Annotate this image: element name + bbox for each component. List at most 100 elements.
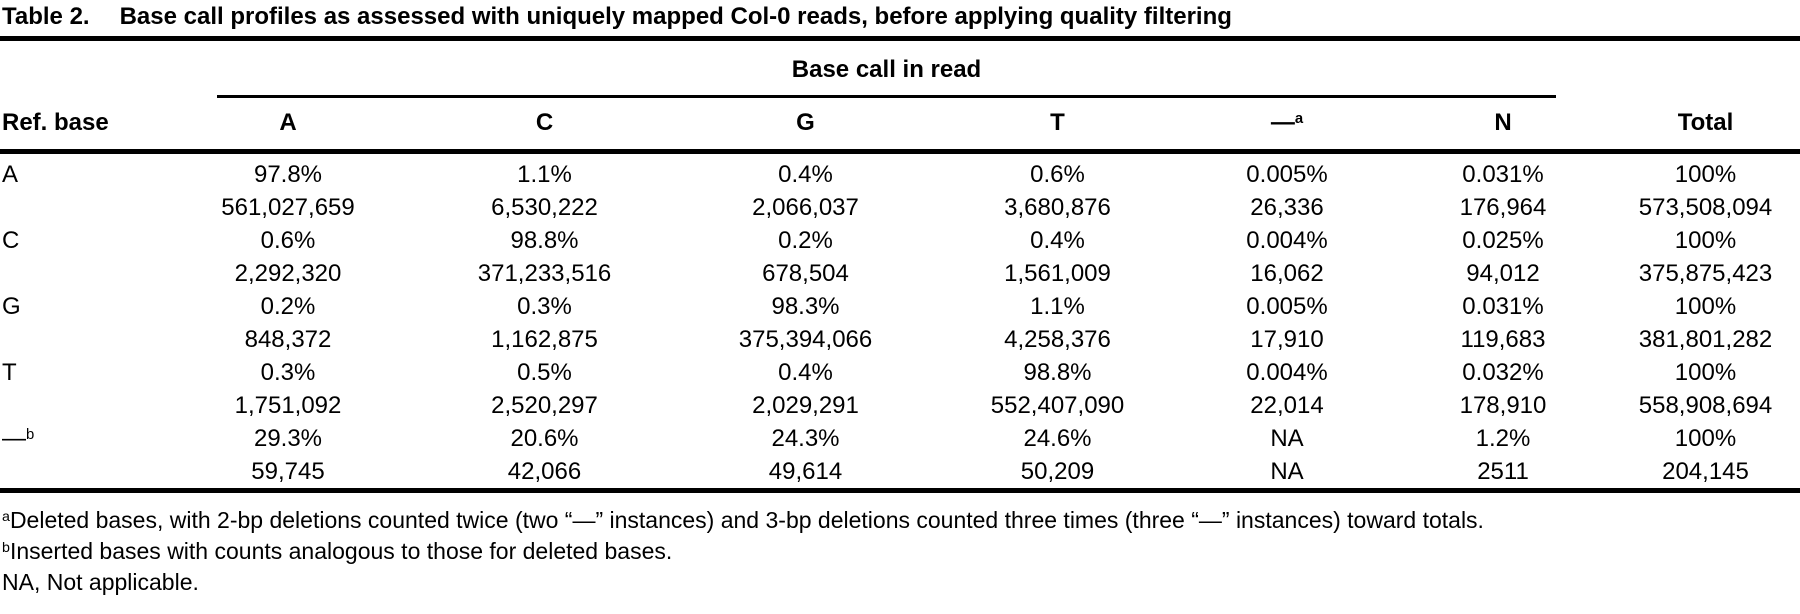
count-cell: 17,910 xyxy=(1250,326,1324,353)
percent-cell: 0.005% xyxy=(1246,161,1328,188)
count-cell: 375,394,066 xyxy=(738,326,873,353)
footnote-a-marker: a xyxy=(1294,110,1304,127)
footnote-na: NA, Not applicable. xyxy=(2,569,199,595)
percent-cell: 1.1% xyxy=(517,161,572,188)
percent-cell: 0.3% xyxy=(517,293,572,320)
table-row-g-counts: 848,372 1,162,875 375,394,066 4,258,376 … xyxy=(0,323,1800,356)
footnote-b: bInserted bases with counts analogous to… xyxy=(2,538,673,564)
count-cell: 6,530,222 xyxy=(491,194,598,221)
column-header-g: G xyxy=(675,98,936,154)
count-cell: 50,209 xyxy=(1020,458,1095,485)
count-cell: 3,680,876 xyxy=(1004,194,1111,221)
column-header-total: Total xyxy=(1611,98,1800,154)
ref-base-label-g: G xyxy=(2,293,21,320)
percent-cell: 0.005% xyxy=(1246,293,1328,320)
count-cell: 94,012 xyxy=(1466,260,1540,287)
ref-base-label-a: A xyxy=(2,161,19,188)
table-row-c-percents: C 0.6% 98.8% 0.2% 0.4% 0.004% 0.025% 100… xyxy=(0,224,1800,257)
percent-cell: 0.2% xyxy=(778,227,833,254)
count-cell: 1,162,875 xyxy=(491,326,598,353)
count-cell: 176,964 xyxy=(1459,194,1547,221)
ref-base-label-c: C xyxy=(2,227,20,254)
table-row-insertion-counts: 59,745 42,066 49,614 50,209 NA 2511 204,… xyxy=(0,455,1800,491)
count-cell: 371,233,516 xyxy=(477,260,612,287)
percent-cell: 1.1% xyxy=(1030,293,1085,320)
table-caption: Table 2. Base call profiles as assessed w… xyxy=(0,0,1800,41)
percent-cell: 0.025% xyxy=(1462,227,1544,254)
ref-base-label-insertion: —b xyxy=(0,422,162,491)
column-header-a: A xyxy=(162,98,414,154)
percent-cell: 0.6% xyxy=(1030,161,1085,188)
percent-cell: 29.3% xyxy=(253,425,323,452)
spanner-row: Base call in read xyxy=(0,41,1800,98)
percent-cell: 0.004% xyxy=(1246,359,1328,386)
count-cell: 178,910 xyxy=(1459,392,1547,419)
count-cell: 381,801,282 xyxy=(1638,326,1773,353)
footnotes: aDeleted bases, with 2-bp deletions coun… xyxy=(0,493,1800,598)
percent-cell: 100% xyxy=(1674,293,1737,320)
count-cell: 119,683 xyxy=(1460,326,1546,353)
spanner-rule xyxy=(217,95,1556,98)
percent-cell: 0.6% xyxy=(260,227,316,254)
ref-base-column-header: Ref. base xyxy=(0,98,162,154)
count-cell: NA xyxy=(1270,458,1304,485)
percent-cell: 98.8% xyxy=(1023,359,1092,386)
count-cell: 22,014 xyxy=(1250,392,1324,419)
table-row-a-counts: 561,027,659 6,530,222 2,066,037 3,680,87… xyxy=(0,191,1800,224)
count-cell: 2,520,297 xyxy=(491,392,598,419)
percent-cell: 0.032% xyxy=(1462,359,1544,386)
column-header-n: N xyxy=(1395,98,1611,154)
ref-base-label-t: T xyxy=(2,359,17,386)
base-call-table: Base call in read Ref. base A C G T —a N… xyxy=(0,41,1800,493)
column-header-t: T xyxy=(936,98,1179,154)
count-cell: 573,508,094 xyxy=(1638,194,1773,221)
table-row-insertion-percents: —b 29.3% 20.6% 24.3% 24.6% NA 1.2% 100% xyxy=(0,422,1800,455)
percent-cell: 20.6% xyxy=(510,425,579,452)
column-header-deletion: —a xyxy=(1179,98,1395,154)
insertion-dash: — xyxy=(2,425,26,452)
spanner-spacer-left xyxy=(0,41,162,98)
count-cell: 561,027,659 xyxy=(221,194,355,221)
percent-cell: 100% xyxy=(1674,359,1737,386)
count-cell: 558,908,694 xyxy=(1638,392,1773,419)
count-cell: 16,062 xyxy=(1250,260,1324,287)
column-header-c: C xyxy=(414,98,675,154)
percent-cell: 0.4% xyxy=(778,359,833,386)
count-cell: 2511 xyxy=(1477,458,1529,485)
percent-cell: 0.2% xyxy=(260,293,316,320)
percent-cell: 0.031% xyxy=(1462,161,1544,188)
count-cell: 678,504 xyxy=(762,260,849,287)
count-cell: 4,258,376 xyxy=(1004,326,1111,353)
deletion-dash: — xyxy=(1270,109,1295,136)
count-cell: 375,875,423 xyxy=(1638,260,1773,287)
percent-cell: 100% xyxy=(1674,227,1737,254)
table-title: Base call profiles as assessed with uniq… xyxy=(119,3,1232,30)
percent-cell: 97.8% xyxy=(253,161,323,188)
percent-cell: 1.2% xyxy=(1475,425,1531,452)
count-cell: 204,145 xyxy=(1662,458,1749,485)
percent-cell: 100% xyxy=(1674,425,1737,452)
table-row-g-percents: G 0.2% 0.3% 98.3% 1.1% 0.005% 0.031% 100… xyxy=(0,290,1800,323)
footnote-b-marker: b xyxy=(26,426,35,443)
percent-cell: 100% xyxy=(1674,161,1737,188)
table-number-label: Table 2. xyxy=(2,3,90,30)
percent-cell: 0.4% xyxy=(778,161,833,188)
count-cell: 2,066,037 xyxy=(752,194,859,221)
percent-cell: 0.5% xyxy=(517,359,572,386)
percent-cell: 0.3% xyxy=(260,359,316,386)
percent-cell: 0.004% xyxy=(1246,227,1328,254)
count-cell: 26,336 xyxy=(1250,194,1324,221)
count-cell: 42,066 xyxy=(507,458,582,485)
percent-cell: 98.3% xyxy=(771,293,840,320)
table-row-t-counts: 1,751,092 2,520,297 2,029,291 552,407,09… xyxy=(0,389,1800,422)
count-cell: 1,751,092 xyxy=(234,392,342,419)
table-row-c-counts: 2,292,320 371,233,516 678,504 1,561,009 … xyxy=(0,257,1800,290)
percent-cell: 24.3% xyxy=(771,425,840,452)
footnote-a: aDeleted bases, with 2-bp deletions coun… xyxy=(2,507,1484,533)
count-cell: 59,745 xyxy=(251,458,325,485)
percent-cell: 24.6% xyxy=(1023,425,1092,452)
spanner-header: Base call in read xyxy=(791,56,982,83)
count-cell: 49,614 xyxy=(768,458,843,485)
count-cell: 2,029,291 xyxy=(752,392,859,419)
